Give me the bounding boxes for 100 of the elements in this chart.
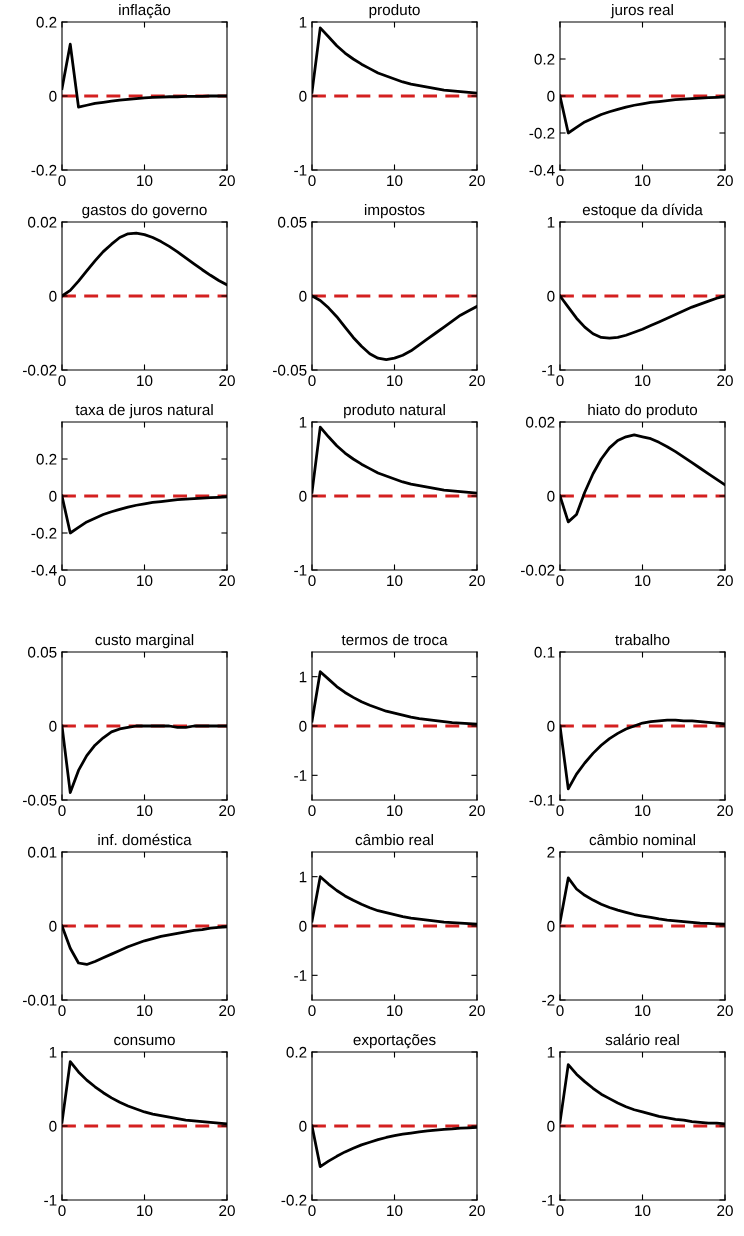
y-tick-label: -0.4 bbox=[529, 164, 555, 176]
chart-title: inflação bbox=[119, 3, 171, 19]
x-tick-label: 0 bbox=[308, 375, 316, 387]
chart-title: salário real bbox=[605, 1033, 679, 1046]
x-tick-label: 0 bbox=[58, 575, 66, 587]
y-tick-label: -0.05 bbox=[23, 794, 57, 806]
x-tick-label: 0 bbox=[58, 1205, 66, 1217]
x-tick-label: 20 bbox=[469, 805, 485, 817]
chart-title: inf. doméstica bbox=[98, 833, 192, 846]
y-tick-label: -0.2 bbox=[281, 1194, 307, 1206]
x-tick-label: 20 bbox=[219, 375, 235, 387]
x-tick-label: 0 bbox=[308, 175, 316, 187]
x-tick-label: 20 bbox=[717, 175, 733, 187]
y-tick-label: 0.2 bbox=[534, 53, 555, 65]
y-tick-label: 0 bbox=[49, 490, 57, 502]
y-tick-label: 0.1 bbox=[534, 646, 555, 658]
y-tick-label: 0.2 bbox=[286, 1046, 307, 1058]
y-tick-label: -1 bbox=[294, 165, 307, 176]
y-tick-label: 0.05 bbox=[28, 646, 57, 658]
y-tick-label: 0 bbox=[299, 1120, 307, 1132]
x-tick-label: 20 bbox=[469, 1005, 485, 1017]
y-tick-label: 1 bbox=[547, 1047, 555, 1058]
x-tick-label: 0 bbox=[556, 805, 564, 817]
x-tick-label: 20 bbox=[219, 1205, 235, 1217]
x-tick-label: 0 bbox=[556, 375, 564, 387]
x-tick-label: 0 bbox=[556, 1205, 564, 1217]
chart-title: taxa de juros natural bbox=[75, 403, 213, 419]
y-tick-label: 0 bbox=[299, 720, 307, 732]
x-tick-label: 10 bbox=[635, 575, 651, 587]
x-tick-label: 20 bbox=[469, 375, 485, 387]
y-tick-label: -0.2 bbox=[529, 127, 555, 139]
chart-title: estoque da dívida bbox=[582, 203, 703, 219]
chart-title: produto bbox=[369, 3, 420, 19]
y-tick-label: 0 bbox=[547, 720, 555, 732]
chart-title: câmbio nominal bbox=[589, 833, 695, 846]
x-tick-label: 10 bbox=[387, 175, 403, 187]
chart-title: consumo bbox=[114, 1036, 175, 1046]
y-tick-label: -0.02 bbox=[521, 564, 555, 576]
y-tick-label: 0 bbox=[49, 90, 57, 102]
x-tick-label: 10 bbox=[137, 575, 153, 587]
y-tick-label: -0.2 bbox=[31, 527, 57, 539]
y-tick-label: 0 bbox=[49, 1120, 57, 1132]
chart-title: termos de troca bbox=[341, 633, 448, 646]
y-tick-label: 0.05 bbox=[278, 216, 307, 228]
chart-title: produto natural bbox=[344, 403, 445, 419]
y-tick-label: 0 bbox=[299, 90, 307, 102]
x-tick-label: 10 bbox=[137, 805, 153, 817]
x-tick-label: 10 bbox=[635, 805, 651, 817]
y-tick-label: 0 bbox=[547, 490, 555, 502]
y-tick-label: -1 bbox=[294, 770, 307, 781]
x-tick-label: 20 bbox=[469, 1205, 485, 1217]
y-tick-label: 1 bbox=[299, 871, 307, 883]
chart-title: exportações bbox=[353, 1034, 436, 1049]
y-tick-label: -1 bbox=[294, 565, 307, 576]
x-tick-label: 10 bbox=[387, 1205, 403, 1217]
chart-title: gastos do governo bbox=[82, 203, 207, 219]
chart-title: câmbio real bbox=[355, 833, 433, 846]
x-tick-label: 10 bbox=[137, 175, 153, 187]
y-tick-label: 0 bbox=[49, 920, 57, 932]
x-tick-label: 20 bbox=[717, 375, 733, 387]
y-tick-label: 2 bbox=[547, 846, 555, 858]
y-tick-label: -0.1 bbox=[529, 794, 555, 806]
chart-title: custo marginal bbox=[95, 633, 194, 649]
x-tick-label: 0 bbox=[308, 805, 316, 817]
x-tick-label: 10 bbox=[635, 175, 651, 187]
x-tick-label: 10 bbox=[137, 1005, 153, 1017]
x-tick-label: 10 bbox=[635, 1005, 651, 1017]
x-tick-label: 0 bbox=[58, 805, 66, 817]
y-tick-label: 0 bbox=[299, 290, 307, 302]
x-tick-label: 20 bbox=[469, 175, 485, 187]
x-tick-label: 20 bbox=[219, 575, 235, 587]
x-tick-label: 20 bbox=[717, 805, 733, 817]
y-tick-label: -0.2 bbox=[31, 164, 57, 176]
y-tick-label: 0 bbox=[547, 1120, 555, 1132]
x-tick-label: 20 bbox=[717, 1005, 733, 1017]
x-tick-label: 0 bbox=[556, 575, 564, 587]
y-tick-label: 0.2 bbox=[36, 16, 57, 28]
x-tick-label: 20 bbox=[219, 805, 235, 817]
x-tick-label: 0 bbox=[556, 175, 564, 187]
y-tick-label: 1 bbox=[49, 1047, 57, 1058]
y-tick-label: 0 bbox=[49, 290, 57, 302]
chart-title: trabalho bbox=[615, 633, 670, 646]
y-tick-label: 0 bbox=[547, 290, 555, 302]
y-tick-label: 1 bbox=[299, 17, 307, 28]
y-tick-label: 0 bbox=[547, 90, 555, 102]
y-tick-label: 1 bbox=[299, 417, 307, 428]
x-tick-label: 10 bbox=[387, 375, 403, 387]
x-tick-label: 0 bbox=[58, 1005, 66, 1017]
y-tick-label: -1 bbox=[44, 1195, 57, 1206]
x-tick-label: 10 bbox=[387, 805, 403, 817]
y-tick-label: 0 bbox=[49, 720, 57, 732]
y-tick-label: 0.02 bbox=[28, 216, 57, 228]
y-tick-label: 0.2 bbox=[36, 453, 57, 465]
x-tick-label: 10 bbox=[635, 1205, 651, 1217]
x-tick-label: 10 bbox=[635, 375, 651, 387]
y-tick-label: -0.4 bbox=[31, 564, 57, 576]
y-tick-label: 0 bbox=[299, 490, 307, 502]
y-tick-label: -0.05 bbox=[273, 364, 307, 376]
x-tick-label: 0 bbox=[308, 1205, 316, 1217]
y-tick-label: -1 bbox=[294, 970, 307, 981]
